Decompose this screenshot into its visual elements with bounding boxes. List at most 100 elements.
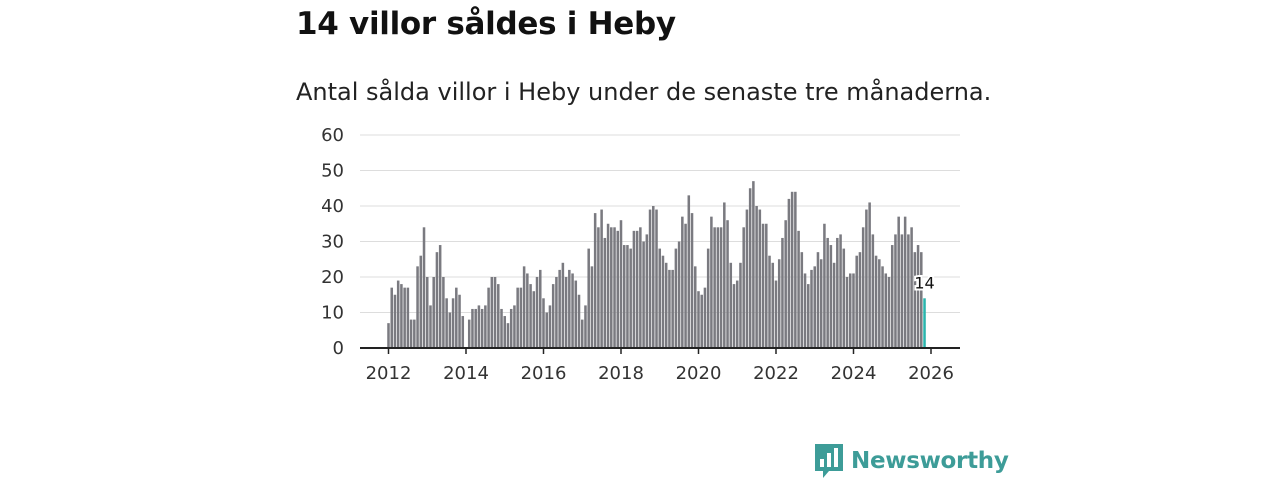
bar <box>794 191 797 348</box>
bar <box>484 305 487 348</box>
bar <box>577 294 581 348</box>
bar <box>403 287 406 348</box>
bar <box>897 216 900 348</box>
bar <box>551 284 555 348</box>
bar <box>800 252 804 348</box>
bar <box>413 319 416 348</box>
bar <box>561 262 565 348</box>
bar <box>500 308 503 348</box>
x-tick-label: 2018 <box>598 363 644 384</box>
bar <box>593 213 597 348</box>
bar <box>571 273 574 348</box>
bar <box>487 287 490 348</box>
bar <box>752 181 755 348</box>
bar <box>425 277 429 348</box>
bar <box>409 319 413 348</box>
bar <box>716 227 720 348</box>
bar <box>852 273 855 348</box>
bar <box>848 273 852 348</box>
bar <box>710 216 713 348</box>
bar <box>829 245 833 348</box>
bar <box>742 227 745 348</box>
bar <box>532 291 536 348</box>
bar <box>839 234 842 348</box>
bar <box>558 269 561 348</box>
bar <box>661 255 665 348</box>
bar <box>455 287 458 348</box>
axes: 0 10 20 30 40 50 60 2012 2014 2016 2018 2020 2022 202… <box>321 125 960 384</box>
bar <box>920 252 923 348</box>
bar <box>622 245 626 348</box>
bar <box>826 237 829 348</box>
bar <box>810 269 813 348</box>
bar <box>400 284 403 348</box>
bar <box>916 245 920 348</box>
bar <box>894 234 897 348</box>
bar <box>719 227 723 348</box>
bar <box>645 234 649 348</box>
bar <box>878 259 881 348</box>
newsworthy-logo: Newsworthy <box>815 444 1009 478</box>
bar <box>748 188 752 348</box>
bar <box>697 291 700 348</box>
bar <box>816 252 820 348</box>
bar <box>422 227 426 348</box>
bar <box>761 223 765 348</box>
bar <box>429 305 432 348</box>
bar <box>448 312 452 348</box>
bar <box>790 191 794 348</box>
brand-name: Newsworthy <box>851 448 1009 474</box>
bar <box>471 308 474 348</box>
y-tick-label: 60 <box>321 125 344 146</box>
bar <box>632 230 636 348</box>
bar <box>687 195 691 348</box>
highlight-bar <box>923 298 926 348</box>
bar <box>580 319 584 348</box>
bar <box>652 206 655 348</box>
bar <box>506 323 510 348</box>
bar <box>787 198 791 348</box>
bar <box>574 280 578 348</box>
bar <box>545 312 548 348</box>
bar <box>858 252 862 348</box>
bar <box>416 266 419 348</box>
bar <box>681 216 684 348</box>
bar <box>451 298 455 348</box>
bar <box>493 277 497 348</box>
bar <box>726 220 729 348</box>
x-tick-label: 2012 <box>366 363 412 384</box>
bar <box>406 287 410 348</box>
bar <box>438 245 442 348</box>
bar <box>616 230 620 348</box>
data-label: 14 <box>914 273 934 292</box>
bar <box>700 294 703 348</box>
bar <box>884 273 888 348</box>
bar <box>432 277 435 348</box>
bar <box>758 209 762 348</box>
bar <box>832 262 836 348</box>
bar <box>626 245 629 348</box>
bar <box>587 248 590 348</box>
bar <box>784 220 787 348</box>
bar <box>442 277 445 348</box>
bar <box>542 298 545 348</box>
y-tick-label: 50 <box>321 161 344 182</box>
bar <box>913 252 917 348</box>
bar <box>613 227 616 348</box>
data-labels: 14 <box>912 271 936 294</box>
bars <box>387 181 926 348</box>
bar <box>735 280 739 348</box>
y-tick-label: 20 <box>321 267 344 288</box>
bar <box>881 266 884 348</box>
page-title: 14 villor såldes i Heby <box>296 6 676 42</box>
bar <box>903 216 907 348</box>
bar <box>458 294 461 348</box>
bar <box>887 277 891 348</box>
bar <box>610 227 613 348</box>
bar <box>671 269 674 348</box>
bar <box>584 305 587 348</box>
bar <box>777 259 781 348</box>
bar <box>874 255 878 348</box>
bar <box>861 227 865 348</box>
bar <box>807 284 810 348</box>
